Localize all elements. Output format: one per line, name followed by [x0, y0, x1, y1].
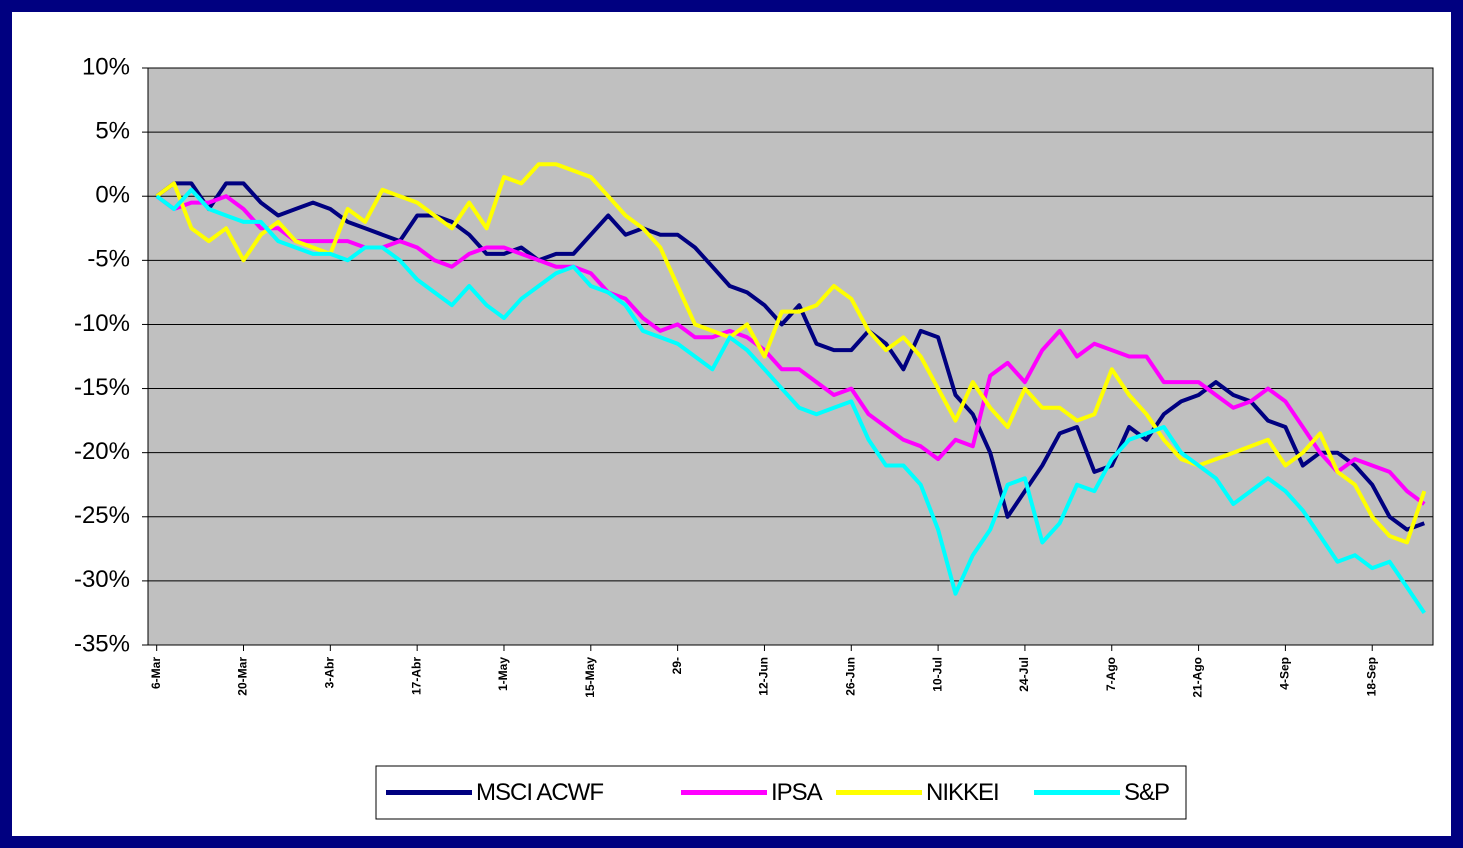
- y-tick-label: -10%: [74, 310, 130, 337]
- legend-label: S&P: [1124, 779, 1169, 806]
- x-tick-label: 18-Sep: [1364, 657, 1378, 696]
- plot-border: [147, 67, 1434, 646]
- x-tick-label: 3-Abr: [323, 657, 337, 689]
- series-line: [155, 162, 1427, 545]
- x-tick-label: 24-Jul: [1017, 657, 1031, 692]
- y-tick-label: -15%: [74, 374, 130, 401]
- y-tick-label: 0%: [95, 182, 130, 209]
- y-tick-label: -30%: [74, 566, 130, 593]
- legend-label: MSCI ACWF: [476, 779, 603, 806]
- x-tick-label: 10-Jul: [930, 657, 944, 692]
- x-tick-label: 21-Ago: [1191, 657, 1205, 698]
- y-tick-label: 5%: [95, 117, 130, 144]
- legend-label: NIKKEI: [926, 779, 999, 806]
- x-tick-label: 4-Sep: [1278, 657, 1292, 690]
- y-tick-label: -35%: [74, 630, 130, 657]
- series-line: [155, 187, 1426, 615]
- x-tick-label: 20-Mar: [236, 657, 250, 696]
- x-tick-label: 17-Abr: [409, 657, 423, 695]
- y-tick-label: -20%: [74, 438, 130, 465]
- y-tick-label: -25%: [74, 502, 130, 529]
- x-tick-label: 29-: [670, 657, 684, 674]
- x-tick-label: 15-May: [583, 657, 597, 698]
- legend-label: IPSA: [771, 779, 823, 806]
- y-tick-label: 10%: [82, 53, 130, 80]
- x-tick-label: 1-May: [496, 657, 510, 691]
- plot-area: [148, 68, 1433, 645]
- x-tick-label: 7-Ago: [1104, 657, 1118, 691]
- series-line: [155, 181, 1425, 532]
- x-tick-label: 6-Mar: [149, 657, 163, 689]
- y-tick-label: -5%: [87, 246, 130, 273]
- x-tick-label: 12-Jun: [757, 657, 771, 696]
- x-tick-label: 26-Jun: [843, 657, 857, 696]
